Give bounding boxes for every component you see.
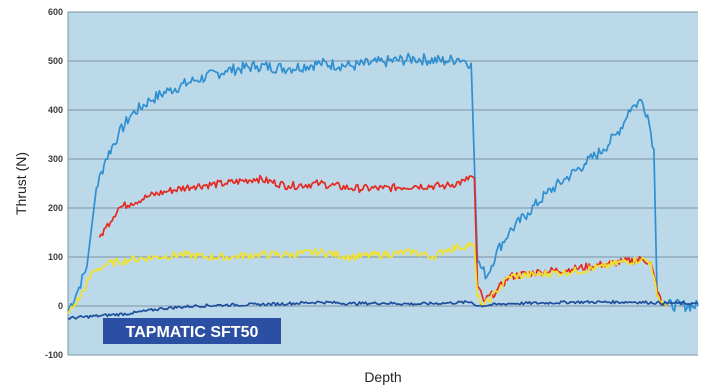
annotation-background [103, 318, 281, 344]
annotation-label: TAPMATIC SFT50 [126, 324, 259, 341]
y-axis-title: Thrust (N) [13, 152, 29, 215]
series-line [98, 174, 668, 307]
y-tick-label: 200 [48, 203, 63, 213]
y-tick-label: 400 [48, 105, 63, 115]
series-line [67, 52, 699, 313]
series-lines [67, 52, 699, 320]
y-tick-label: 600 [48, 7, 63, 17]
y-tick-label: 500 [48, 56, 63, 66]
plot-background [68, 12, 698, 355]
annotation-box: TAPMATIC SFT50 [103, 318, 281, 344]
y-tick-label: 0 [58, 301, 63, 311]
y-tick-label: 300 [48, 154, 63, 164]
x-axis-title: Depth [364, 369, 401, 385]
y-tick-label: 100 [48, 252, 63, 262]
series-line [67, 299, 699, 320]
y-tick-label: -100 [45, 350, 63, 360]
y-tick-labels: 600 500 400 300 200 100 0 -100 [45, 7, 63, 360]
series-line [67, 241, 668, 314]
